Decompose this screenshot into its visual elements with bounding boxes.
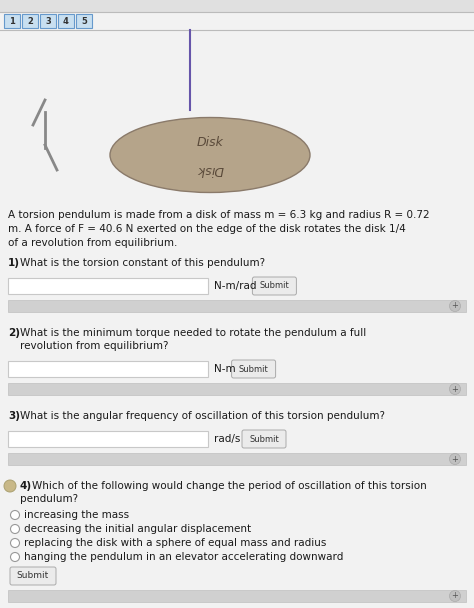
Text: Disk: Disk bbox=[197, 162, 223, 176]
FancyBboxPatch shape bbox=[8, 590, 466, 602]
Text: N-m: N-m bbox=[214, 364, 236, 374]
Text: 1: 1 bbox=[9, 16, 15, 26]
FancyBboxPatch shape bbox=[8, 383, 466, 395]
Circle shape bbox=[449, 590, 461, 601]
FancyBboxPatch shape bbox=[4, 14, 20, 28]
Text: 3: 3 bbox=[45, 16, 51, 26]
Circle shape bbox=[10, 511, 19, 519]
Text: revolution from equilibrium?: revolution from equilibrium? bbox=[20, 341, 168, 351]
Text: +: + bbox=[452, 592, 458, 601]
Text: Which of the following would change the period of oscillation of this torsion: Which of the following would change the … bbox=[32, 481, 427, 491]
Circle shape bbox=[10, 525, 19, 533]
Circle shape bbox=[10, 553, 19, 562]
FancyBboxPatch shape bbox=[8, 361, 208, 377]
Text: of a revolution from equilibrium.: of a revolution from equilibrium. bbox=[8, 238, 177, 248]
FancyBboxPatch shape bbox=[242, 430, 286, 448]
FancyBboxPatch shape bbox=[8, 278, 208, 294]
Text: Submit: Submit bbox=[239, 365, 268, 373]
Text: Submit: Submit bbox=[260, 282, 289, 291]
FancyBboxPatch shape bbox=[58, 14, 74, 28]
Text: increasing the mass: increasing the mass bbox=[24, 510, 129, 520]
Text: 3): 3) bbox=[8, 411, 20, 421]
FancyBboxPatch shape bbox=[8, 300, 466, 312]
Text: What is the torsion constant of this pendulum?: What is the torsion constant of this pen… bbox=[20, 258, 265, 268]
FancyBboxPatch shape bbox=[40, 14, 56, 28]
Circle shape bbox=[449, 454, 461, 465]
FancyBboxPatch shape bbox=[252, 277, 296, 295]
Text: 2: 2 bbox=[27, 16, 33, 26]
Text: rad/s: rad/s bbox=[214, 434, 240, 444]
Text: N-m/rad: N-m/rad bbox=[214, 281, 256, 291]
Text: A torsion pendulum is made from a disk of mass m = 6.3 kg and radius R = 0.72: A torsion pendulum is made from a disk o… bbox=[8, 210, 429, 220]
Text: hanging the pendulum in an elevator accelerating downward: hanging the pendulum in an elevator acce… bbox=[24, 552, 343, 562]
Circle shape bbox=[449, 384, 461, 395]
FancyBboxPatch shape bbox=[0, 0, 474, 12]
Text: +: + bbox=[452, 302, 458, 311]
FancyBboxPatch shape bbox=[8, 431, 208, 447]
FancyBboxPatch shape bbox=[76, 14, 92, 28]
Text: What is the minimum torque needed to rotate the pendulum a full: What is the minimum torque needed to rot… bbox=[20, 328, 366, 338]
Text: 1): 1) bbox=[8, 258, 20, 268]
Text: 4: 4 bbox=[63, 16, 69, 26]
Circle shape bbox=[449, 300, 461, 311]
Text: What is the angular frequency of oscillation of this torsion pendulum?: What is the angular frequency of oscilla… bbox=[20, 411, 385, 421]
Text: pendulum?: pendulum? bbox=[20, 494, 78, 504]
Circle shape bbox=[10, 539, 19, 547]
Text: 4): 4) bbox=[20, 481, 32, 491]
FancyBboxPatch shape bbox=[232, 360, 275, 378]
Circle shape bbox=[4, 480, 16, 492]
Text: 2): 2) bbox=[8, 328, 20, 338]
Text: +: + bbox=[452, 455, 458, 463]
Text: Disk: Disk bbox=[197, 137, 223, 150]
Ellipse shape bbox=[110, 117, 310, 193]
FancyBboxPatch shape bbox=[8, 453, 466, 465]
Text: decreasing the initial angular displacement: decreasing the initial angular displacem… bbox=[24, 524, 251, 534]
Text: Submit: Submit bbox=[17, 572, 49, 581]
Text: m. A force of F = 40.6 N exerted on the edge of the disk rotates the disk 1/4: m. A force of F = 40.6 N exerted on the … bbox=[8, 224, 406, 234]
FancyBboxPatch shape bbox=[22, 14, 38, 28]
Text: Submit: Submit bbox=[249, 435, 279, 443]
FancyBboxPatch shape bbox=[10, 567, 56, 585]
Text: +: + bbox=[452, 384, 458, 393]
Text: 5: 5 bbox=[81, 16, 87, 26]
Text: replacing the disk with a sphere of equal mass and radius: replacing the disk with a sphere of equa… bbox=[24, 538, 327, 548]
